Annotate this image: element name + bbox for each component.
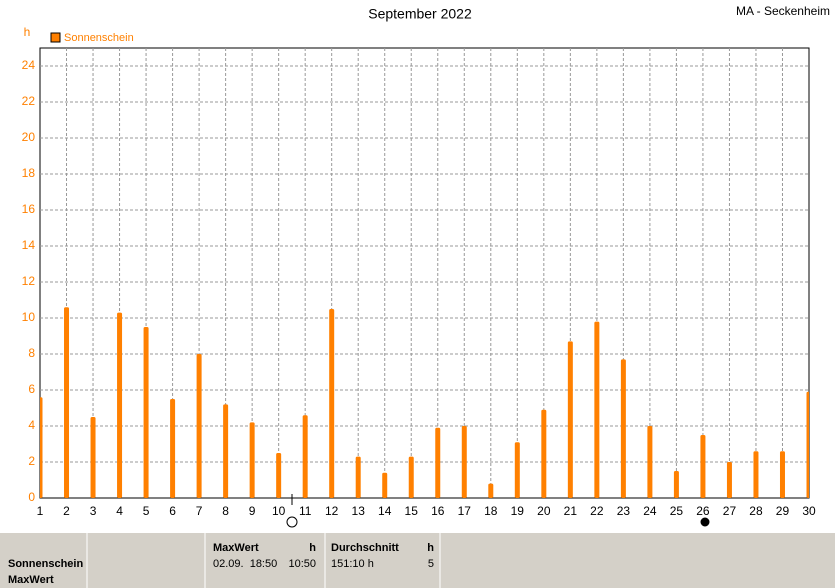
x-tick-label: 27 — [723, 504, 737, 518]
bar — [302, 415, 308, 498]
y-tick-label: 14 — [22, 238, 36, 252]
x-tick-label: 4 — [116, 504, 123, 518]
x-tick-label: 3 — [90, 504, 97, 518]
bar — [435, 427, 441, 498]
x-tick-label: 28 — [749, 504, 763, 518]
col-header: MaxWert — [213, 542, 259, 554]
bar — [673, 471, 679, 498]
cell: 02.09. 18:50 — [213, 558, 277, 570]
bar — [249, 422, 255, 498]
cell: 151:10 h — [331, 558, 374, 570]
bar — [620, 359, 626, 498]
x-tick-label: 5 — [143, 504, 150, 518]
bar — [594, 321, 600, 498]
bar — [753, 451, 759, 498]
bar — [408, 456, 414, 498]
y-tick-label: 2 — [28, 454, 35, 468]
x-tick-label: 13 — [352, 504, 366, 518]
bar — [276, 453, 282, 498]
x-tick-label: 18 — [484, 504, 498, 518]
y-tick-label: 16 — [22, 202, 36, 216]
y-axis-label: h — [24, 25, 31, 39]
x-tick-label: 24 — [643, 504, 657, 518]
new-moon — [700, 517, 710, 527]
bar — [541, 409, 547, 498]
stats-panel — [0, 533, 835, 588]
bar — [700, 435, 706, 498]
x-tick-label: 19 — [511, 504, 525, 518]
y-tick-label: 20 — [22, 130, 36, 144]
bar — [90, 417, 96, 498]
col-header: Durchschnitt — [331, 542, 399, 554]
x-tick-label: 10 — [272, 504, 286, 518]
bar — [40, 397, 43, 498]
x-tick-label: 1 — [37, 504, 44, 518]
x-tick-label: 14 — [378, 504, 392, 518]
bar — [647, 426, 653, 498]
bar — [196, 354, 202, 498]
x-tick-label: 9 — [249, 504, 256, 518]
col-unit: h — [427, 542, 434, 554]
bar — [355, 456, 361, 498]
bar — [143, 327, 149, 498]
x-tick-label: 8 — [222, 504, 229, 518]
x-tick-label: 16 — [431, 504, 445, 518]
bar — [488, 483, 494, 498]
bar — [170, 399, 176, 498]
full-moon — [286, 516, 298, 528]
x-tick-label: 22 — [590, 504, 604, 518]
x-tick-label: 17 — [458, 504, 472, 518]
y-tick-label: 22 — [22, 94, 36, 108]
y-tick-label: 24 — [22, 58, 36, 72]
x-tick-label: 30 — [802, 504, 816, 518]
legend-label: Sonnenschein — [64, 32, 134, 44]
y-tick-label: 0 — [28, 490, 35, 504]
cell: 10:50 — [288, 558, 316, 570]
x-tick-label: 21 — [564, 504, 578, 518]
legend-swatch — [50, 32, 61, 43]
x-tick-label: 12 — [325, 504, 339, 518]
bar — [223, 404, 229, 498]
row-label: Sonnenschein — [8, 558, 83, 570]
x-tick-label: 25 — [670, 504, 684, 518]
y-tick-label: 18 — [22, 166, 36, 180]
y-tick-label: 12 — [22, 274, 36, 288]
chart-title: September 2022 — [368, 6, 472, 22]
bar — [779, 451, 785, 498]
bar — [329, 309, 335, 498]
panel-dividers — [86, 533, 441, 588]
x-tick-label: 11 — [299, 504, 312, 518]
x-tick-label: 7 — [196, 504, 203, 518]
bar — [382, 472, 388, 498]
x-tick-label: 20 — [537, 504, 551, 518]
x-tick-label: 23 — [617, 504, 631, 518]
y-tick-label: 10 — [22, 310, 36, 324]
bar — [806, 391, 809, 498]
col-unit: h — [309, 542, 316, 554]
bar — [726, 462, 732, 498]
bar — [64, 307, 70, 498]
x-tick-label: 26 — [696, 504, 710, 518]
bar — [117, 312, 123, 498]
bar — [514, 442, 520, 498]
x-tick-label: 29 — [776, 504, 790, 518]
x-tick-label: 15 — [405, 504, 419, 518]
bar — [567, 341, 573, 498]
y-tick-label: 8 — [28, 346, 35, 360]
cell: 5 — [428, 558, 434, 570]
station: MA - Seckenheim — [736, 4, 830, 18]
x-tick-label: 2 — [63, 504, 70, 518]
y-tick-label: 6 — [28, 382, 35, 396]
y-tick-label: 4 — [28, 418, 35, 432]
plot-frame — [39, 47, 810, 499]
bar — [461, 426, 467, 498]
row-label: MaxWert — [8, 574, 54, 586]
x-tick-label: 6 — [169, 504, 176, 518]
